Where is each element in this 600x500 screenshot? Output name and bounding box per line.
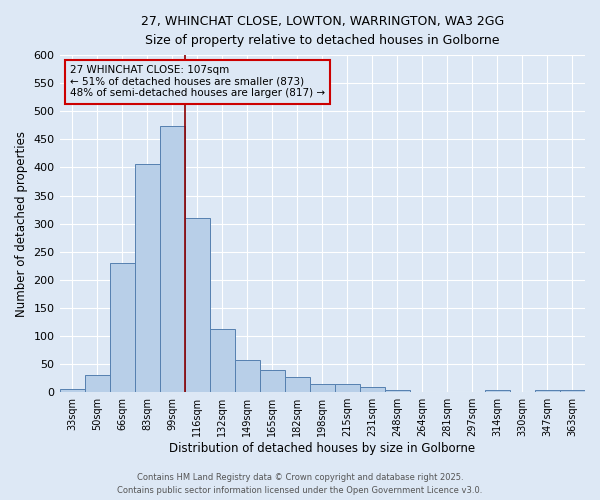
Bar xyxy=(310,384,335,392)
Bar xyxy=(110,263,134,392)
Bar xyxy=(185,218,209,392)
Bar xyxy=(360,386,385,392)
Bar xyxy=(59,390,85,392)
Bar xyxy=(235,360,260,392)
Bar xyxy=(285,377,310,392)
Bar xyxy=(535,390,560,392)
Bar xyxy=(335,384,360,392)
Bar xyxy=(385,390,410,392)
Bar xyxy=(160,126,185,392)
Text: 27 WHINCHAT CLOSE: 107sqm
← 51% of detached houses are smaller (873)
48% of semi: 27 WHINCHAT CLOSE: 107sqm ← 51% of detac… xyxy=(70,65,325,98)
Bar xyxy=(209,330,235,392)
Text: Contains HM Land Registry data © Crown copyright and database right 2025.
Contai: Contains HM Land Registry data © Crown c… xyxy=(118,474,482,495)
Bar xyxy=(134,164,160,392)
Bar xyxy=(485,390,510,392)
Bar xyxy=(260,370,285,392)
Y-axis label: Number of detached properties: Number of detached properties xyxy=(15,130,28,316)
X-axis label: Distribution of detached houses by size in Golborne: Distribution of detached houses by size … xyxy=(169,442,475,455)
Bar xyxy=(85,376,110,392)
Bar xyxy=(560,390,585,392)
Title: 27, WHINCHAT CLOSE, LOWTON, WARRINGTON, WA3 2GG
Size of property relative to det: 27, WHINCHAT CLOSE, LOWTON, WARRINGTON, … xyxy=(140,15,504,47)
